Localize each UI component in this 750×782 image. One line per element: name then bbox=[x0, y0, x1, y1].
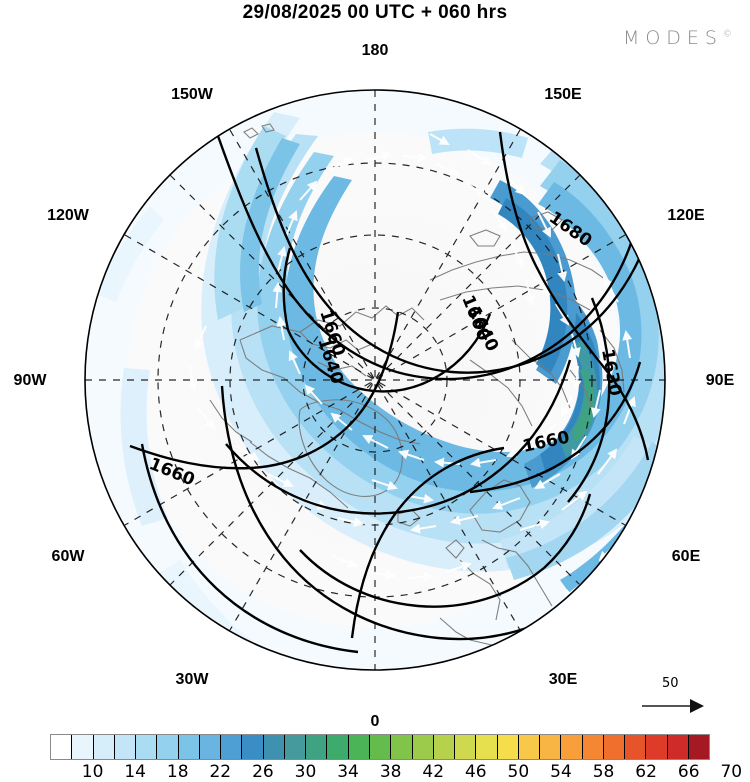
colorbar-cell bbox=[582, 735, 604, 759]
colorbar-tick-label: 42 bbox=[422, 762, 445, 782]
colorbar-tick-label: 38 bbox=[379, 762, 402, 782]
colorbar-cell bbox=[391, 735, 413, 759]
lon-label-150w: 150W bbox=[171, 86, 213, 103]
lon-label-90w: 90W bbox=[13, 372, 47, 389]
colorbar-cell bbox=[348, 735, 370, 759]
colorbar-cell bbox=[540, 735, 562, 759]
reference-vector: 50 bbox=[640, 676, 730, 716]
colorbar-tick-label: 34 bbox=[337, 762, 359, 782]
colorbar-cell bbox=[221, 735, 243, 759]
colorbar-cell bbox=[561, 735, 583, 759]
colorbar-cell bbox=[455, 735, 477, 759]
colorbar-cell bbox=[369, 735, 392, 759]
colorbar-cell bbox=[114, 735, 137, 759]
copyright-mark: © bbox=[723, 29, 732, 40]
colorbar-cell bbox=[667, 735, 689, 759]
reference-vector-label: 50 bbox=[662, 676, 679, 691]
lon-label-60e: 60E bbox=[671, 548, 701, 565]
lon-label-180: 180 bbox=[361, 42, 389, 59]
colorbar-tick-label: 10 bbox=[81, 762, 104, 782]
colorbar-cell bbox=[199, 735, 222, 759]
colorbar-cell bbox=[136, 735, 158, 759]
colorbar-cells bbox=[50, 734, 710, 760]
colorbar-cell bbox=[284, 735, 307, 759]
polar-map: 1680 1660 1660 1660 1660 1640 1640 1630 … bbox=[0, 40, 750, 730]
colorbar-tick-label: 30 bbox=[294, 762, 317, 782]
colorbar-tick-label: 66 bbox=[677, 762, 700, 782]
page-title: 29/08/2025 00 UTC + 060 hrs bbox=[242, 2, 508, 23]
colorbar-tick-label: 26 bbox=[252, 762, 274, 782]
colorbar-cell bbox=[93, 735, 115, 759]
colorbar-cell bbox=[178, 735, 200, 759]
colorbar-cell bbox=[625, 735, 647, 759]
colorbar-cell bbox=[518, 735, 541, 759]
colorbar-ticks: 10 14 18 22 26 30 34 38 42 46 50 54 58 62 66 70 bbox=[50, 762, 742, 782]
lon-label-150e: 150E bbox=[544, 86, 582, 103]
colorbar-tick-label: 54 bbox=[550, 762, 572, 782]
colorbar-cell bbox=[688, 735, 710, 759]
colorbar-cell bbox=[306, 735, 328, 759]
colorbar-tick-label: 14 bbox=[124, 762, 146, 782]
colorbar-cell bbox=[242, 735, 264, 759]
colorbar-tick-label: 58 bbox=[592, 762, 615, 782]
colorbar-tick-label: 50 bbox=[507, 762, 530, 782]
colorbar-cell bbox=[433, 735, 456, 759]
colorbar-cell bbox=[412, 735, 434, 759]
colorbar-tick-label: 18 bbox=[166, 762, 189, 782]
colorbar-cell bbox=[603, 735, 626, 759]
colorbar-cell bbox=[497, 735, 519, 759]
lon-label-30e: 30E bbox=[548, 671, 578, 688]
colorbar: 10 14 18 22 26 30 34 38 42 46 50 54 58 62 66 70 bbox=[50, 734, 742, 782]
lon-label-120w: 120W bbox=[47, 207, 89, 224]
colorbar-cell bbox=[72, 735, 94, 759]
colorbar-tick-label: 46 bbox=[464, 762, 487, 782]
lon-label-90e: 90E bbox=[705, 372, 735, 389]
colorbar-cell bbox=[646, 735, 668, 759]
map-canvas: 1680 1660 1660 1660 1660 1640 1640 1630 bbox=[84, 89, 666, 671]
logo-text: MODES bbox=[622, 27, 723, 49]
lon-label-0: 0 bbox=[370, 713, 380, 730]
lon-label-30w: 30W bbox=[175, 671, 209, 688]
reference-vector-arrow bbox=[642, 699, 704, 713]
modes-logo: MODES© bbox=[623, 27, 732, 49]
colorbar-tick-label: 62 bbox=[635, 762, 657, 782]
colorbar-tick-label: 22 bbox=[209, 762, 232, 782]
colorbar-cell bbox=[327, 735, 349, 759]
colorbar-cell bbox=[476, 735, 498, 759]
colorbar-tick-label: 70 bbox=[720, 762, 743, 782]
colorbar-cell bbox=[263, 735, 285, 759]
colorbar-cell bbox=[157, 735, 179, 759]
lon-label-120e: 120E bbox=[667, 207, 705, 224]
lon-label-60w: 60W bbox=[51, 548, 85, 565]
colorbar-cell bbox=[51, 735, 73, 759]
